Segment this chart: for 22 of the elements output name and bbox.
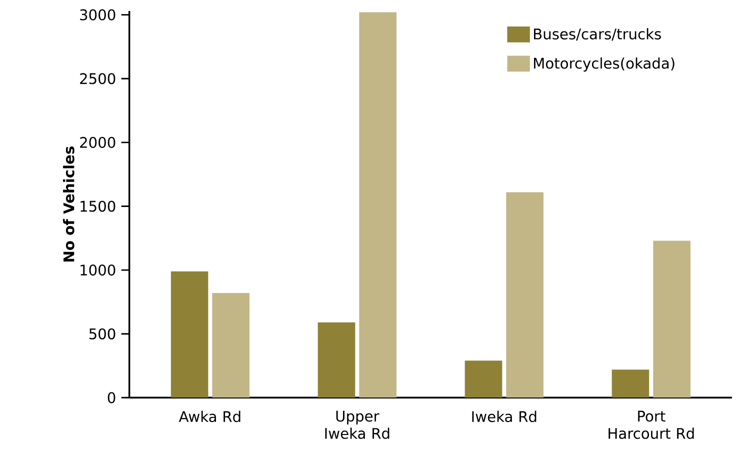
bar — [359, 12, 397, 398]
y-tick-label: 2000 — [80, 136, 116, 148]
bar — [212, 293, 250, 398]
bar — [653, 240, 690, 398]
x-tick-label: Awka Rd — [178, 410, 240, 422]
y-tick-label: 500 — [89, 328, 116, 340]
bar — [506, 192, 544, 398]
y-tick-label: 1000 — [80, 264, 116, 276]
x-tick-label: Upper Iweka Rd — [325, 410, 390, 439]
y-tick-label: 3000 — [80, 9, 116, 20]
x-tick-label: Port Harcourt Rd — [608, 410, 694, 439]
bar — [318, 322, 356, 398]
x-tick-label: Iweka Rd — [472, 410, 536, 422]
bar — [612, 370, 650, 398]
y-tick-label: 0 — [108, 392, 116, 404]
bar — [170, 271, 208, 398]
y-axis-title: No of Vehicles — [63, 146, 74, 262]
legend-label: Buses/cars/trucks — [534, 28, 661, 41]
y-tick-label: 1500 — [80, 200, 116, 212]
bar — [464, 360, 502, 398]
y-tick-label: 2500 — [80, 73, 116, 84]
legend-label: Motorcycles(okada) — [534, 57, 674, 72]
